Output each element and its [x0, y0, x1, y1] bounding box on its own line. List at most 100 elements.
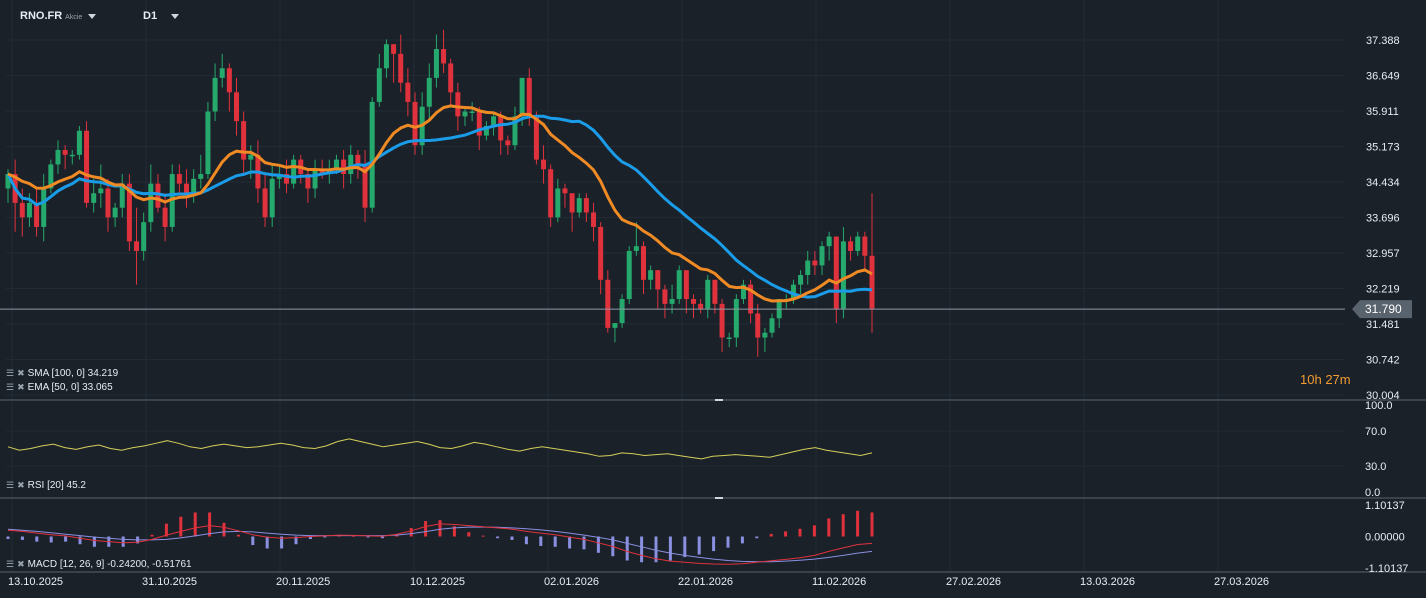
candle-body: [226, 68, 232, 93]
date-tick-label: 10.12.2025: [410, 576, 465, 588]
macd-histogram-bar: [121, 536, 125, 547]
candle-body: [819, 246, 825, 266]
candle-body: [626, 250, 632, 300]
candle-body: [112, 207, 118, 218]
candle-body: [848, 241, 854, 251]
candle-body: [141, 222, 147, 251]
macd-histogram-bar: [784, 531, 788, 537]
macd-histogram-bar: [222, 522, 226, 537]
ema-legend-label: EMA [50, 0] 33.065: [27, 382, 113, 393]
price-tick-label: 35.911: [1366, 106, 1399, 118]
settings-icon[interactable]: ☰: [6, 368, 15, 378]
candle-body: [248, 154, 254, 160]
asset-type-label: Akcie: [65, 14, 83, 21]
candle-body: [840, 241, 846, 309]
macd-histogram-bar: [352, 535, 356, 537]
sma-legend[interactable]: ☰ ✖ SMA [100, 0] 34.219: [6, 368, 118, 379]
candle-body: [669, 299, 675, 304]
candle-body: [98, 188, 104, 194]
countdown-h-unit: h: [1314, 372, 1322, 387]
price-tick-label: 32.219: [1366, 284, 1400, 296]
candle-body: [855, 236, 861, 251]
settings-icon[interactable]: ☰: [6, 382, 15, 392]
macd-legend[interactable]: ☰ ✖ MACD [12, 26, 9] -0.24200, -0.51761: [6, 559, 192, 570]
macd-histogram-bar: [582, 536, 586, 550]
date-tick-label: 27.03.2026: [1214, 576, 1269, 588]
macd-histogram-bar: [856, 510, 860, 537]
candle-body: [740, 284, 746, 300]
macd-histogram-bar: [409, 527, 413, 537]
candle-body: [312, 169, 318, 189]
candle-body: [598, 226, 604, 280]
candle-body: [55, 150, 61, 165]
macd-histogram-bar: [683, 536, 687, 558]
rsi-legend[interactable]: ☰ ✖ RSI [20] 45.2: [6, 480, 86, 491]
settings-icon[interactable]: ☰: [6, 559, 15, 569]
candle-body: [448, 63, 454, 93]
candle-body: [555, 188, 561, 218]
macd-histogram-bar: [251, 536, 255, 546]
candle-body: [605, 279, 611, 328]
macd-histogram-bar: [6, 536, 10, 540]
candle-body: [391, 44, 397, 54]
rsi-legend-label: RSI [20] 45.2: [27, 480, 86, 491]
close-icon[interactable]: ✖: [17, 368, 25, 378]
close-icon[interactable]: ✖: [17, 480, 25, 490]
macd-histogram-bar: [208, 512, 212, 537]
macd-histogram-bar: [280, 536, 284, 549]
candle-body: [26, 202, 32, 218]
macd-histogram-bar: [539, 536, 543, 546]
candle-body: [798, 275, 804, 285]
macd-histogram-bar: [697, 536, 701, 555]
candle-body: [212, 77, 218, 112]
macd-histogram-bar: [20, 536, 24, 540]
macd-histogram-bar: [78, 536, 82, 545]
candle-body: [134, 241, 140, 251]
price-tick-label: 37.388: [1366, 35, 1400, 47]
settings-icon[interactable]: ☰: [6, 480, 15, 490]
candle-body: [862, 236, 868, 256]
timeframe-label: D1: [143, 10, 158, 22]
candle-body: [548, 169, 554, 218]
candle-body: [712, 279, 718, 304]
price-tick-label: 31.481: [1366, 319, 1400, 331]
candle-body: [512, 116, 518, 146]
candle-body: [333, 159, 339, 170]
candle-body: [126, 183, 132, 242]
candle-body: [505, 140, 511, 146]
candle-body: [455, 92, 461, 117]
macd-histogram-bar: [726, 536, 730, 548]
candle-body: [762, 332, 768, 338]
macd-histogram-bar: [596, 536, 600, 553]
candle-body: [34, 202, 40, 227]
close-icon[interactable]: ✖: [17, 382, 25, 392]
candle-body: [662, 289, 668, 304]
sma-line: [6, 114, 873, 299]
candle-body: [833, 236, 839, 309]
macd-tick-label: 0.00000: [1365, 532, 1405, 544]
macd-histogram-bar: [193, 512, 197, 537]
pane-resize-handle: [715, 399, 723, 401]
candle-body: [698, 303, 704, 309]
candle-body: [648, 270, 654, 280]
candle-body: [690, 299, 696, 304]
symbol-selector[interactable]: RNO.FR Akcie: [20, 10, 97, 22]
candle-body: [576, 198, 582, 213]
rsi-tick-label: 30.0: [1365, 461, 1386, 473]
candle-body: [491, 116, 497, 126]
macd-histogram-bar: [438, 520, 442, 537]
candle-body: [569, 193, 575, 213]
price-tick-label: 36.649: [1366, 71, 1400, 83]
macd-histogram-bar: [35, 536, 39, 542]
candle-body: [48, 164, 54, 189]
price-tick-label: 34.434: [1366, 177, 1400, 189]
ema-legend[interactable]: ☰ ✖ EMA [50, 0] 33.065: [6, 382, 113, 393]
candle-body: [269, 178, 275, 218]
candle-body: [469, 111, 475, 114]
close-icon[interactable]: ✖: [17, 559, 25, 569]
timeframe-selector[interactable]: D1: [143, 10, 180, 22]
candle-body: [184, 183, 190, 194]
macd-histogram-bar: [640, 536, 644, 563]
candle-body: [790, 284, 796, 300]
